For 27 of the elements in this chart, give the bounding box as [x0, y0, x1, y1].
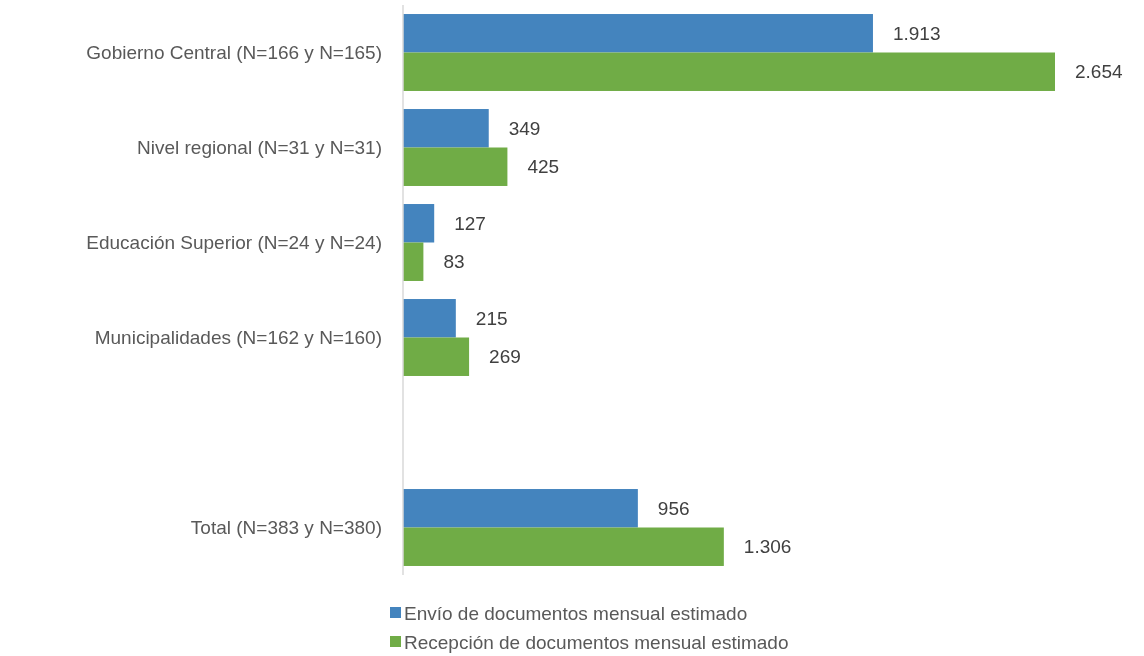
bar — [403, 242, 424, 281]
bar — [403, 147, 508, 186]
bar — [403, 52, 1055, 91]
data-label: 269 — [489, 346, 521, 368]
bar — [403, 14, 873, 53]
y-tick-label: Nivel regional (N=31 y N=31) — [136, 137, 382, 158]
data-label: 83 — [443, 251, 465, 273]
data-label: 349 — [508, 117, 541, 139]
bar — [403, 337, 470, 376]
y-tick-label: Educación Superior (N=24 y N=24) — [86, 232, 382, 253]
data-label: 425 — [527, 156, 560, 178]
bar — [403, 489, 638, 528]
data-label: 215 — [475, 307, 508, 329]
bar — [403, 109, 489, 148]
data-label: 127 — [454, 212, 486, 234]
legend-label: Recepción de documentos mensual estimado — [404, 631, 789, 653]
legend-label: Envío de documentos mensual estimado — [404, 602, 748, 624]
y-tick-label: Gobierno Central (N=166 y N=165) — [86, 42, 382, 63]
data-label: 1.306 — [743, 536, 792, 558]
y-tick-label: Total (N=383 y N=380) — [190, 517, 382, 538]
bar — [403, 527, 724, 566]
bar — [403, 299, 456, 338]
data-label: 956 — [657, 497, 690, 519]
data-label: 2.654 — [1075, 61, 1123, 83]
y-tick-label: Municipalidades (N=162 y N=160) — [94, 327, 382, 348]
data-label: 1.913 — [892, 22, 941, 44]
bar — [403, 204, 435, 243]
